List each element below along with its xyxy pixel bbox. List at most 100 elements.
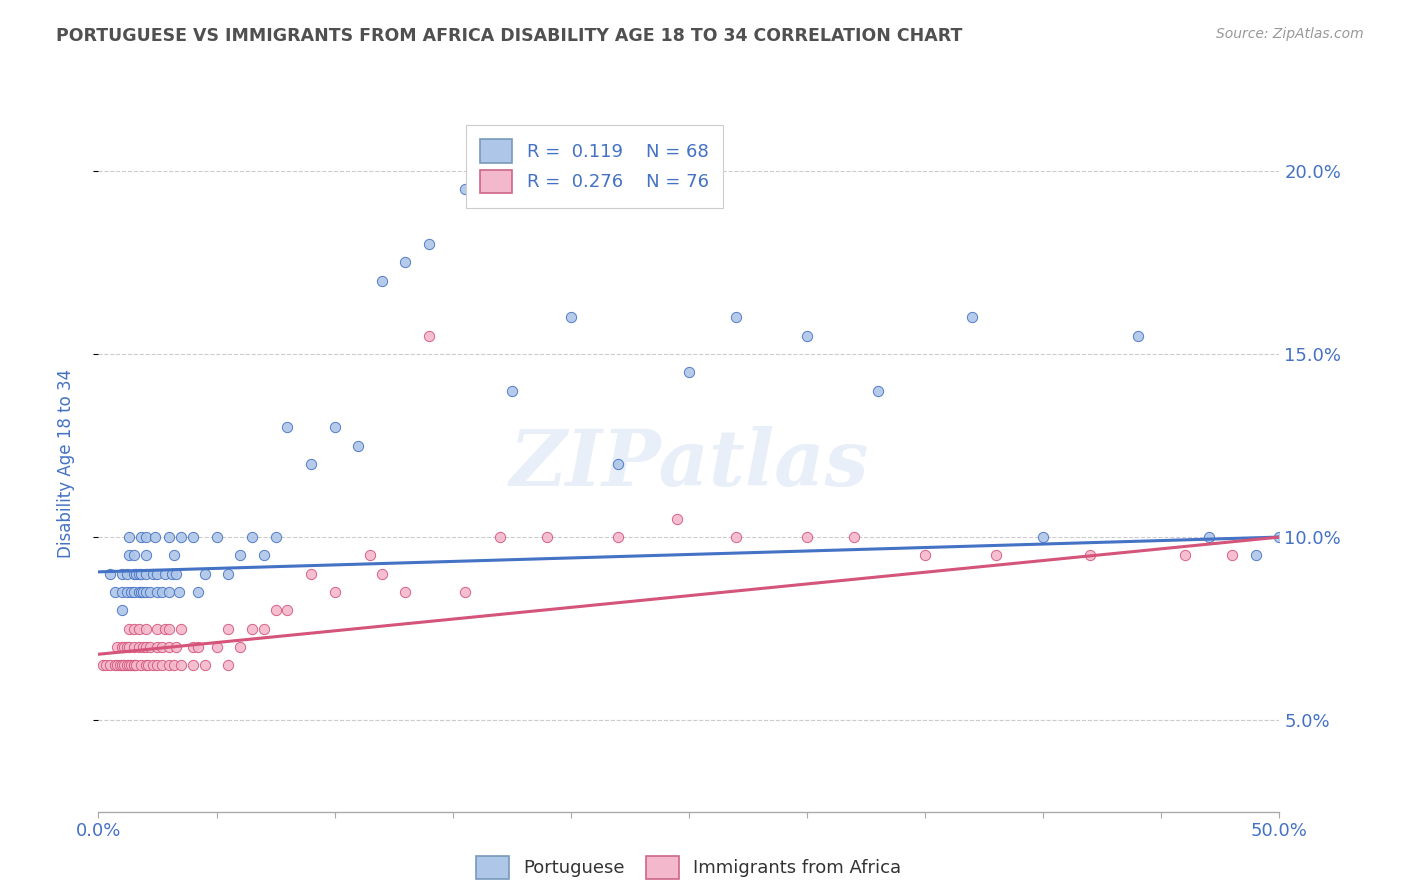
Point <box>489 530 512 544</box>
Point <box>607 530 630 544</box>
Point <box>678 365 700 379</box>
Point <box>536 530 558 544</box>
Point <box>418 237 440 252</box>
Point <box>122 640 145 654</box>
Point <box>135 658 157 673</box>
Point <box>323 585 346 599</box>
Point <box>105 658 128 673</box>
Point <box>181 530 204 544</box>
Point <box>229 640 252 654</box>
Point <box>150 585 173 599</box>
Legend: Portuguese, Immigrants from Africa: Portuguese, Immigrants from Africa <box>470 848 908 886</box>
Point <box>170 622 193 636</box>
Point <box>128 566 150 581</box>
Point <box>866 384 889 398</box>
Point <box>122 658 145 673</box>
Point <box>122 658 145 673</box>
Point <box>725 530 748 544</box>
Point <box>501 384 523 398</box>
Text: PORTUGUESE VS IMMIGRANTS FROM AFRICA DISABILITY AGE 18 TO 34 CORRELATION CHART: PORTUGUESE VS IMMIGRANTS FROM AFRICA DIS… <box>56 27 963 45</box>
Text: Source: ZipAtlas.com: Source: ZipAtlas.com <box>1216 27 1364 41</box>
Point <box>181 640 204 654</box>
Point <box>111 603 134 617</box>
Point <box>111 658 134 673</box>
Point <box>666 512 689 526</box>
Point <box>1080 549 1102 563</box>
Point <box>122 566 145 581</box>
Point <box>181 658 204 673</box>
Point <box>135 585 157 599</box>
Point <box>118 640 141 654</box>
Point <box>371 274 394 288</box>
Point <box>844 530 866 544</box>
Point <box>165 566 187 581</box>
Point <box>136 658 159 673</box>
Point <box>146 585 169 599</box>
Point <box>139 585 162 599</box>
Point <box>94 658 117 673</box>
Point <box>253 622 276 636</box>
Point <box>132 640 155 654</box>
Point <box>115 640 138 654</box>
Point <box>121 585 143 599</box>
Point <box>163 549 186 563</box>
Point <box>157 585 180 599</box>
Point <box>160 566 183 581</box>
Point <box>157 640 180 654</box>
Point <box>560 310 582 325</box>
Point <box>453 585 475 599</box>
Point <box>129 530 152 544</box>
Point <box>371 566 394 581</box>
Point <box>205 640 228 654</box>
Point <box>108 658 131 673</box>
Point <box>984 549 1007 563</box>
Point <box>153 566 176 581</box>
Point <box>264 603 287 617</box>
Point <box>91 658 114 673</box>
Point <box>153 622 176 636</box>
Point <box>187 640 209 654</box>
Point <box>1220 549 1243 563</box>
Point <box>264 530 287 544</box>
Point <box>118 530 141 544</box>
Point <box>205 530 228 544</box>
Point <box>132 585 155 599</box>
Point <box>111 566 134 581</box>
Point <box>299 566 322 581</box>
Point <box>115 585 138 599</box>
Point <box>122 622 145 636</box>
Point <box>157 658 180 673</box>
Point <box>217 566 239 581</box>
Point <box>135 549 157 563</box>
Point <box>128 640 150 654</box>
Point <box>1126 328 1149 343</box>
Point <box>105 640 128 654</box>
Point <box>104 585 127 599</box>
Point <box>276 420 298 434</box>
Point <box>98 566 121 581</box>
Point <box>146 622 169 636</box>
Point <box>146 566 169 581</box>
Point <box>607 457 630 471</box>
Point <box>1174 549 1197 563</box>
Text: ZIPatlas: ZIPatlas <box>509 425 869 502</box>
Point <box>125 566 148 581</box>
Y-axis label: Disability Age 18 to 34: Disability Age 18 to 34 <box>56 369 75 558</box>
Point <box>118 658 141 673</box>
Point <box>150 640 173 654</box>
Point <box>253 549 276 563</box>
Point <box>135 530 157 544</box>
Point <box>217 658 239 673</box>
Point <box>725 310 748 325</box>
Point <box>129 658 152 673</box>
Point <box>1244 549 1267 563</box>
Point <box>165 640 187 654</box>
Point <box>167 585 190 599</box>
Point <box>142 566 165 581</box>
Point <box>135 640 157 654</box>
Point <box>796 328 818 343</box>
Point <box>453 182 475 196</box>
Point <box>157 622 180 636</box>
Point <box>1032 530 1054 544</box>
Point <box>150 658 173 673</box>
